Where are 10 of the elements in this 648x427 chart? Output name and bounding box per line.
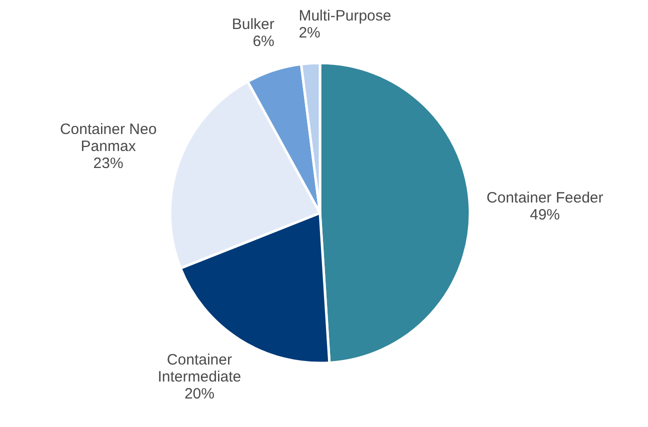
data-label: 49%	[530, 206, 560, 224]
slice-label: Bulker	[232, 16, 274, 33]
data-label: 20%	[184, 386, 214, 403]
data-label: 23%	[93, 154, 124, 172]
slice-label: Container Intermediate	[158, 352, 242, 386]
slice-label: Multi-Purpose	[298, 7, 392, 24]
slice-label: Container Neo Panmax	[60, 120, 157, 155]
data-label: 6%	[252, 32, 274, 50]
slice-label: Container Feeder	[486, 189, 604, 206]
data-label: 2%	[298, 24, 320, 42]
